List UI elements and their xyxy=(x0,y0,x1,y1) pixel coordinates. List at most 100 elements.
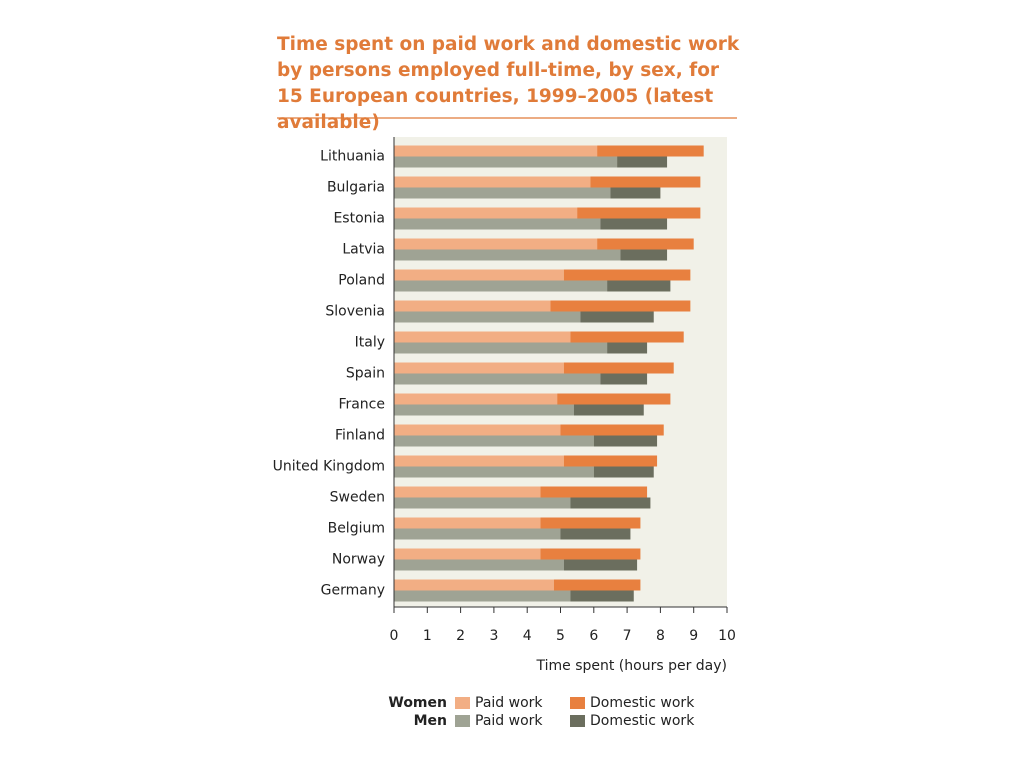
x-tick-label: 0 xyxy=(390,628,399,644)
bar-segment xyxy=(394,238,598,250)
bar-segment xyxy=(394,187,611,199)
bar-segment xyxy=(394,207,578,219)
x-axis-label: Time spent (hours per day) xyxy=(535,658,727,674)
bar-segment xyxy=(394,156,618,168)
bar-segment xyxy=(394,145,598,157)
bar-segment xyxy=(540,548,641,560)
bar-segment xyxy=(540,486,648,498)
bar-segment xyxy=(560,528,631,540)
y-tick-label: Sweden xyxy=(330,490,385,506)
y-tick-label: Italy xyxy=(355,335,385,351)
bar-segment xyxy=(607,280,671,292)
bar-segment xyxy=(600,218,668,230)
bar-segment xyxy=(593,466,654,478)
bar-segment xyxy=(600,373,648,385)
bar-segment xyxy=(394,590,571,602)
bar-segment xyxy=(394,435,594,447)
bar-segment xyxy=(597,145,704,157)
bar-segment xyxy=(563,455,658,467)
x-tick-label: 5 xyxy=(556,628,565,644)
bar-segment xyxy=(570,497,651,509)
bar-segment xyxy=(560,424,664,436)
bar-segment xyxy=(394,579,554,591)
x-tick-label: 6 xyxy=(589,628,598,644)
bar-segment xyxy=(607,342,648,354)
bar-segment xyxy=(394,424,561,436)
y-tick-label: Lithuania xyxy=(320,149,385,165)
x-tick-label: 8 xyxy=(656,628,665,644)
legend-swatch xyxy=(570,715,585,727)
bar-segment xyxy=(620,249,668,261)
bar-segment xyxy=(550,300,691,312)
y-tick-label: Poland xyxy=(338,273,385,289)
bar-segment xyxy=(394,280,608,292)
bar-segment xyxy=(610,187,661,199)
y-tick-label: France xyxy=(338,397,385,413)
legend-label: Paid work xyxy=(475,695,543,711)
y-tick-label: Latvia xyxy=(342,242,385,258)
bar-segment xyxy=(394,497,571,509)
bar-segment xyxy=(394,300,551,312)
x-tick-label: 2 xyxy=(456,628,465,644)
y-tick-label: Germany xyxy=(321,583,385,599)
bar-segment xyxy=(394,311,581,323)
bar-segment xyxy=(577,207,701,219)
x-tick-label: 10 xyxy=(718,628,736,644)
bar-segment xyxy=(394,559,564,571)
bar-segment xyxy=(394,486,541,498)
legend-label: Paid work xyxy=(475,713,543,729)
bar-segment xyxy=(394,528,561,540)
bar-segment xyxy=(394,249,621,261)
y-tick-label: Finland xyxy=(335,428,385,444)
bar-segment xyxy=(580,311,654,323)
y-tick-label: Belgium xyxy=(328,521,385,537)
chart-title: Time spent on paid work and domestic wor… xyxy=(277,34,740,133)
x-tick-label: 9 xyxy=(689,628,698,644)
y-tick-label: Norway xyxy=(332,552,385,568)
legend-swatch xyxy=(570,697,585,709)
bar-segment xyxy=(597,238,694,250)
bar-segment xyxy=(593,435,658,447)
bar-segment xyxy=(394,373,601,385)
bar-segment xyxy=(563,269,691,281)
legend-swatch xyxy=(455,715,470,727)
y-tick-label: Slovenia xyxy=(325,304,385,320)
x-tick-label: 4 xyxy=(523,628,532,644)
bar-segment xyxy=(557,393,671,405)
legend-swatch xyxy=(455,697,470,709)
y-tick-label: Bulgaria xyxy=(327,180,385,196)
bar-segment xyxy=(563,559,638,571)
bar-segment xyxy=(394,466,594,478)
legend-group-label: Men xyxy=(414,713,447,729)
bar-segment xyxy=(394,176,591,188)
bar-segment xyxy=(394,404,574,416)
bar-segment xyxy=(570,590,634,602)
y-tick-label: Spain xyxy=(346,366,385,382)
bar-segment xyxy=(394,362,564,374)
x-tick-label: 1 xyxy=(423,628,432,644)
bar-segment xyxy=(394,455,564,467)
bar-segment xyxy=(617,156,668,168)
bar-segment xyxy=(573,404,644,416)
bar-segment xyxy=(394,218,601,230)
bar-segment xyxy=(570,331,684,343)
bar-segment xyxy=(590,176,701,188)
x-tick-label: 3 xyxy=(489,628,498,644)
bar-segment xyxy=(540,517,641,529)
bar-segment xyxy=(553,579,641,591)
bar-segment xyxy=(394,393,558,405)
bar-segment xyxy=(394,548,541,560)
legend-group-label: Women xyxy=(388,695,447,711)
bar-segment xyxy=(394,269,564,281)
bar-segment xyxy=(394,331,571,343)
x-tick-label: 7 xyxy=(623,628,632,644)
y-tick-label: United Kingdom xyxy=(273,459,385,475)
legend-label: Domestic work xyxy=(590,713,695,729)
bar-segment xyxy=(563,362,674,374)
legend-label: Domestic work xyxy=(590,695,695,711)
y-tick-label: Estonia xyxy=(333,211,385,227)
bar-segment xyxy=(394,342,608,354)
bar-segment xyxy=(394,517,541,529)
